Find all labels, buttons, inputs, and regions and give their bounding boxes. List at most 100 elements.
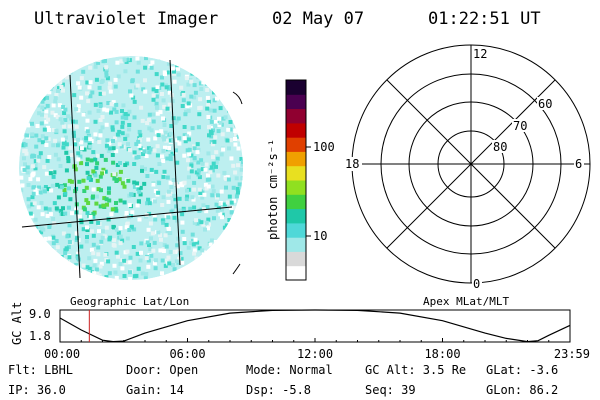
uv-pixel	[82, 189, 87, 193]
uv-pixel	[117, 142, 122, 147]
uv-pixel	[174, 259, 179, 264]
uv-pixel	[36, 205, 41, 210]
uv-pixel	[32, 201, 37, 206]
uv-pixel	[170, 151, 175, 156]
uv-pixel	[91, 169, 96, 174]
uv-pixel	[182, 237, 187, 241]
uv-pixel	[73, 119, 78, 124]
uv-pixel	[100, 115, 105, 119]
uv-pixel	[173, 148, 178, 153]
uv-pixel	[216, 279, 221, 280]
uv-pixel	[224, 223, 229, 228]
uv-pixel	[148, 221, 153, 226]
uv-pixel	[229, 75, 234, 80]
uv-pixel	[85, 157, 90, 162]
uv-pixel	[210, 168, 215, 173]
uv-pixel	[171, 263, 175, 267]
uv-pixel	[134, 142, 139, 147]
uv-pixel	[109, 212, 114, 217]
uv-pixel	[62, 183, 67, 188]
uv-pixel	[40, 134, 45, 139]
uv-pixel	[88, 177, 93, 182]
uv-pixel	[72, 93, 77, 98]
uv-pixel	[192, 83, 197, 88]
uv-pixel	[233, 126, 238, 131]
uv-pixel	[184, 197, 189, 202]
uv-pixel	[120, 109, 124, 113]
uv-pixel	[172, 69, 176, 74]
uv-pixel	[54, 265, 58, 270]
uv-pixel	[84, 136, 89, 141]
uv-pixel	[239, 157, 243, 161]
uv-pixel	[239, 229, 243, 234]
uv-pixel	[175, 160, 180, 165]
colorbar-segment	[286, 265, 306, 281]
uv-pixel	[237, 256, 242, 261]
uv-pixel	[227, 240, 232, 245]
orbit-ticks	[59, 309, 571, 343]
uv-pixel	[27, 70, 32, 74]
uv-pixel	[116, 74, 121, 79]
uv-pixel	[144, 272, 149, 277]
uv-pixel	[134, 273, 139, 278]
uv-pixel	[55, 114, 60, 119]
uv-pixel	[47, 155, 52, 159]
uv-pixel	[37, 111, 42, 116]
uv-pixel	[206, 277, 211, 280]
uv-pixel	[52, 59, 57, 64]
uv-pixel	[95, 178, 100, 183]
uv-pixel	[98, 91, 103, 96]
uv-pixel	[120, 279, 125, 280]
uv-pixel	[146, 264, 151, 269]
uv-pixel	[29, 103, 34, 108]
uv-pixel	[154, 130, 159, 135]
uv-pixel	[192, 248, 197, 253]
uv-pixel	[168, 157, 173, 162]
uv-pixel	[68, 145, 73, 150]
uv-pixel	[113, 84, 118, 89]
uv-pixel	[242, 146, 243, 151]
uv-pixel	[71, 130, 76, 135]
uv-pixel	[241, 58, 243, 63]
uv-pixel	[176, 72, 181, 77]
uv-pixel	[175, 184, 180, 189]
uv-pixel	[189, 163, 194, 168]
colorbar-segment	[286, 180, 306, 195]
uv-pixel	[197, 175, 202, 180]
uv-pixel	[210, 252, 215, 257]
uv-pixel	[106, 259, 111, 264]
uv-pixel	[213, 240, 218, 244]
uv-pixel	[228, 138, 233, 143]
uv-pixel	[219, 65, 223, 70]
uv-pixel	[25, 247, 30, 252]
uv-pixel	[147, 118, 151, 122]
uv-pixel	[111, 243, 116, 247]
uv-pixel	[200, 248, 205, 253]
uv-pixel	[191, 242, 196, 247]
uv-pixel	[180, 260, 185, 265]
uv-pixel	[94, 194, 99, 199]
uv-pixel	[229, 210, 234, 215]
uv-pixel	[118, 169, 123, 174]
uv-pixel	[49, 68, 54, 73]
uv-pixel	[237, 222, 242, 227]
uv-pixel	[124, 225, 129, 230]
uv-pixel	[63, 107, 68, 112]
uv-pixel	[166, 255, 171, 260]
uv-pixel	[115, 60, 120, 65]
colorbar-segment	[286, 237, 306, 252]
uv-pixel	[88, 273, 93, 278]
uv-pixel	[114, 227, 119, 232]
info-door: Door: Open	[126, 363, 198, 377]
uv-pixel	[44, 171, 49, 176]
uv-pixel	[48, 263, 53, 268]
uv-pixel	[107, 186, 111, 191]
uv-pixel	[111, 146, 116, 151]
uv-pixel	[195, 75, 200, 80]
polar-diagonal	[386, 79, 556, 249]
uv-pixel	[44, 119, 49, 124]
uv-pixel	[196, 172, 201, 177]
uv-pixel	[154, 94, 159, 99]
uv-pixel	[61, 124, 66, 129]
uv-pixel	[103, 252, 108, 257]
